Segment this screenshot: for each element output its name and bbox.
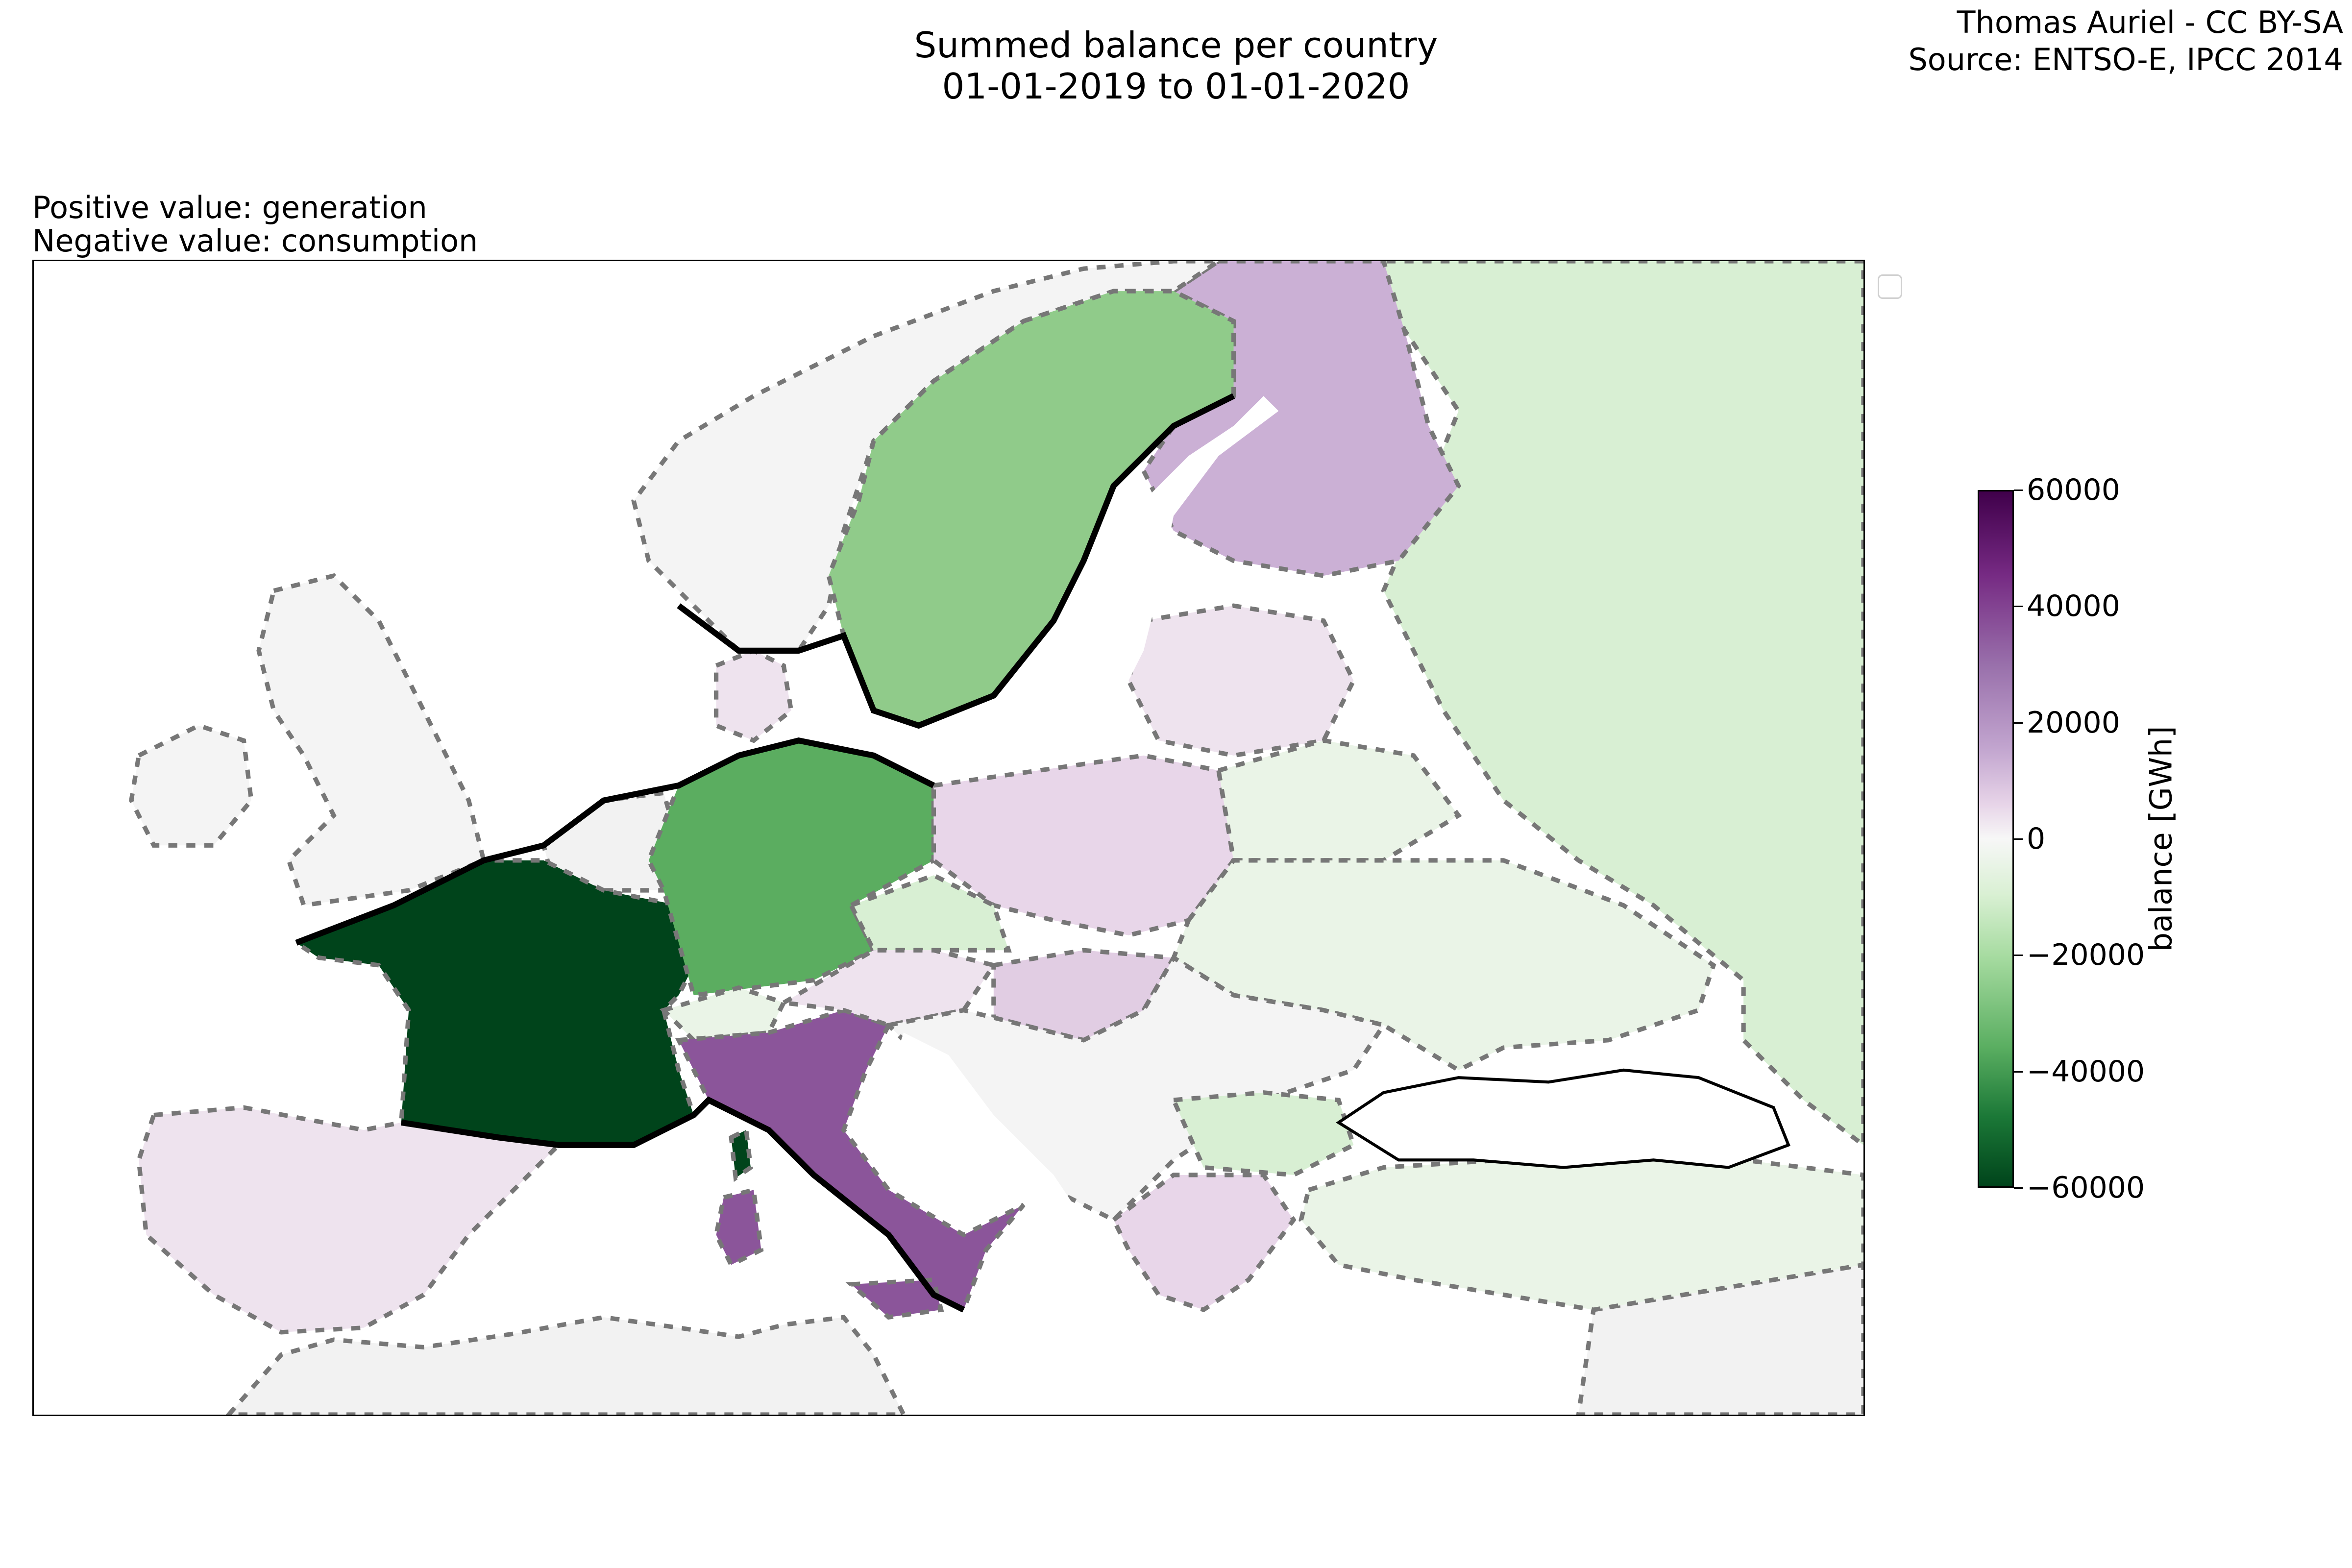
region-balkans xyxy=(884,955,1388,1223)
coastline-scandinavia xyxy=(677,393,1235,729)
colorbar-tick-label: 20000 xyxy=(2027,705,2120,740)
europe-map xyxy=(34,261,1863,1415)
region-france xyxy=(291,858,711,1148)
region-czechia xyxy=(848,873,1012,953)
adriatic-sea xyxy=(896,1032,1084,1235)
black-sea xyxy=(1336,1068,1790,1169)
region-switzerland xyxy=(659,985,787,1043)
colorbar-tick-label: 40000 xyxy=(2027,589,2120,624)
region-bulgaria xyxy=(1170,1090,1356,1177)
colorbar-tick-label: 60000 xyxy=(2027,473,2120,507)
region-spain-portugal xyxy=(136,1105,564,1335)
colorbar-tick xyxy=(2014,1187,2023,1189)
colorbar-tick xyxy=(2014,1071,2023,1073)
colorbar-tick xyxy=(2014,955,2023,956)
region-baltics xyxy=(1126,603,1356,758)
note-positive: Positive value: generation xyxy=(32,190,427,225)
region-austria xyxy=(777,948,998,1028)
colorbar-label: balance [GWh] xyxy=(2143,726,2179,952)
region-sardinia xyxy=(713,1187,764,1268)
region-north-africa xyxy=(225,1315,906,1415)
baltic-sea xyxy=(993,396,1279,741)
legend-box xyxy=(1878,274,1902,299)
colorbar-tick-label: −40000 xyxy=(2027,1054,2145,1089)
colorbar-tick xyxy=(2014,606,2023,608)
region-uk xyxy=(256,573,487,908)
colorbar-tick xyxy=(2014,490,2023,491)
region-ukraine xyxy=(1171,858,1716,1073)
region-corsica xyxy=(729,1127,753,1182)
credit-source: Source: ENTSO-E, IPCC 2014 xyxy=(1908,42,2343,77)
colorbar-tick-label: −60000 xyxy=(2027,1171,2145,1205)
region-russia xyxy=(1366,261,1863,1148)
credit-author: Thomas Auriel - CC BY-SA xyxy=(1957,4,2343,40)
colorbar-tick-label: −20000 xyxy=(2027,938,2145,973)
region-norway xyxy=(631,261,1223,653)
note-negative: Negative value: consumption xyxy=(32,223,478,259)
colorbar-tick xyxy=(2014,838,2023,840)
region-sweden xyxy=(826,289,1236,728)
coastline-western-europe xyxy=(295,737,935,946)
colorbar-tick xyxy=(2014,722,2023,724)
map-frame xyxy=(32,260,1865,1416)
coastline-mediterranean xyxy=(400,1096,965,1313)
map-title-line-2: 01-01-2019 to 01-01-2020 xyxy=(942,66,1410,107)
map-title-line-1: Summed balance per country xyxy=(914,24,1438,66)
sign-convention-note: Positive value: generation Negative valu… xyxy=(32,191,478,258)
region-sicily xyxy=(845,1277,944,1320)
colorbar xyxy=(1978,490,2014,1188)
region-greece xyxy=(1110,1173,1297,1313)
credit-text: Thomas Auriel - CC BY-SA Source: ENTSO-E… xyxy=(1908,4,2343,78)
map-title: Summed balance per country 01-01-2019 to… xyxy=(0,24,2352,107)
colorbar-tick-label: 0 xyxy=(2027,822,2046,856)
region-ireland xyxy=(129,723,254,848)
